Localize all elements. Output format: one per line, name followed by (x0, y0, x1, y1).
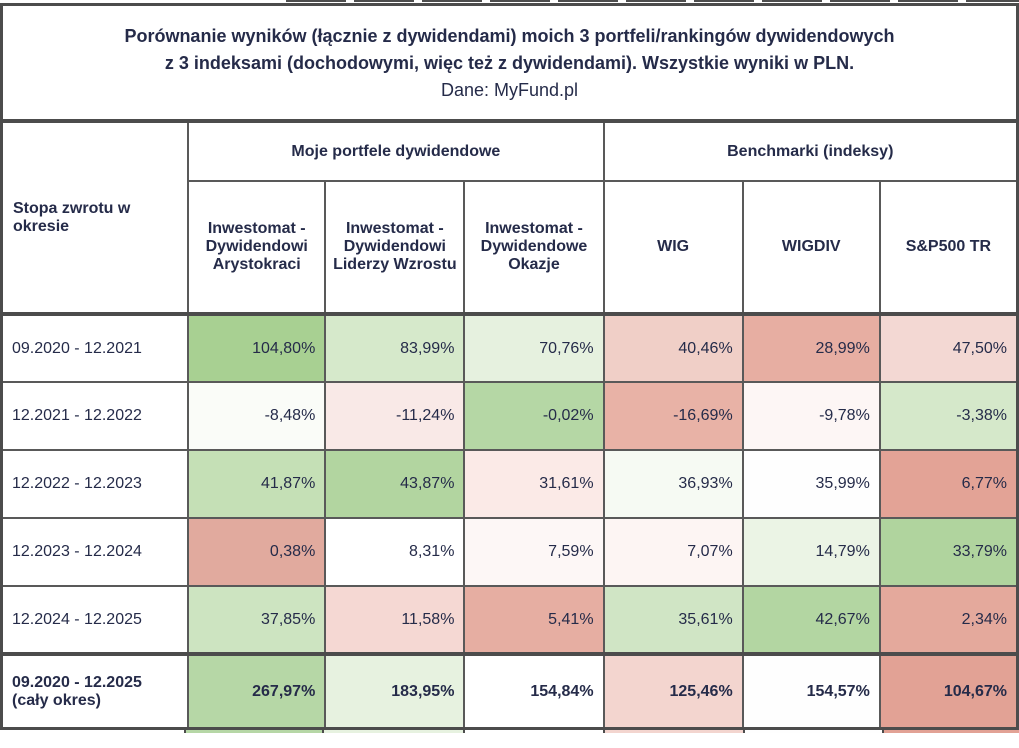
period-label: 09.2020 - 12.2025 (cały okres) (3, 653, 190, 727)
period-label: 12.2023 - 12.2024 (3, 517, 190, 587)
value-cell: 40,46% (602, 313, 744, 383)
cropped-row-sliver-cell (881, 730, 1019, 733)
value-cell: 5,41% (463, 585, 605, 655)
value-cell: 37,85% (187, 585, 327, 655)
cropped-row-sliver-cell (603, 730, 744, 733)
value-cell: 2,34% (878, 585, 1016, 655)
column-header-2: Inwestomat - Dywidendowi Liderzy Wzrostu (324, 180, 466, 315)
cropped-row-sliver-cell (184, 730, 323, 733)
period-label: 12.2021 - 12.2022 (3, 381, 190, 451)
title-line-2: z 3 indeksami (dochodowymi, więc też z d… (164, 53, 855, 73)
value-cell: 0,38% (187, 517, 327, 587)
title-line-1: Porównanie wyników (łącznie z dywidendam… (124, 26, 895, 46)
value-cell: -9,78% (741, 381, 881, 451)
table-row: 12.2024 - 12.2025 37,85% 11,58% 5,41% 35,61%… (3, 585, 1016, 655)
value-cell: 14,79% (741, 517, 881, 587)
value-cell: 28,99% (741, 313, 881, 383)
main-frame: Porównanie wyników (łącznie z dywidendam… (0, 3, 1019, 730)
value-cell: 7,07% (602, 517, 744, 587)
value-cell: 43,87% (324, 449, 466, 519)
table-body: 09.2020 - 12.2021 104,80% 83,99% 70,76% 40,4… (3, 313, 1016, 727)
value-cell: 6,77% (878, 449, 1016, 519)
value-cell: 83,99% (324, 313, 466, 383)
value-cell: 8,31% (324, 517, 466, 587)
value-cell: 41,87% (187, 449, 327, 519)
period-label: 12.2024 - 12.2025 (3, 585, 190, 655)
value-cell: -16,69% (602, 381, 744, 451)
value-cell: 154,84% (463, 653, 605, 727)
table-row: 12.2021 - 12.2022 -8,48% -11,24% -0,02% -16,… (3, 381, 1016, 451)
value-cell: 183,95% (324, 653, 466, 727)
results-table: Stopa zwrotu w okresie Moje portfele dyw… (3, 119, 1016, 727)
value-cell: 31,61% (463, 449, 605, 519)
value-cell: -8,48% (187, 381, 327, 451)
group-header-benchmarks: Benchmarki (indeksy) (602, 121, 1016, 182)
value-cell: 11,58% (324, 585, 466, 655)
table-row: 12.2022 - 12.2023 41,87% 43,87% 31,61% 36,93… (3, 449, 1016, 519)
column-header-1: Inwestomat - Dywidendowi Arystokraci (188, 180, 327, 315)
column-header-4: WIG (602, 180, 744, 315)
group-header-portfolios: Moje portfele dywidendowe (187, 121, 605, 182)
table-row: 09.2020 - 12.2021 104,80% 83,99% 70,76% 40,4… (3, 313, 1016, 383)
cropped-row-sliver-cell (462, 730, 604, 733)
cropped-row-sliver-cell (743, 730, 882, 733)
top-crop-dashes (286, 0, 1019, 2)
total-row: 09.2020 - 12.2025 (cały okres) 267,97% 183… (3, 653, 1016, 727)
cropped-row-sliver-cell (322, 730, 463, 733)
column-header-5: WIGDIV (741, 180, 881, 315)
title-block: Porównanie wyników (łącznie z dywidendam… (3, 6, 1016, 119)
value-cell: 104,67% (878, 653, 1016, 727)
value-cell: 104,80% (187, 313, 327, 383)
value-cell: 35,61% (602, 585, 744, 655)
value-cell: 267,97% (187, 653, 327, 727)
cropped-row-sliver-cell (0, 730, 185, 733)
table-row: 12.2023 - 12.2024 0,38% 8,31% 7,59% 7,07% 14,… (3, 517, 1016, 587)
value-cell: -11,24% (324, 381, 466, 451)
column-header-6: S&P500 TR (878, 180, 1016, 315)
value-cell: 33,79% (878, 517, 1016, 587)
data-source-line: Dane: MyFund.pl (440, 80, 579, 100)
value-cell: 125,46% (602, 653, 744, 727)
value-cell: -0,02% (463, 381, 605, 451)
value-cell: 47,50% (878, 313, 1016, 383)
bottom-crop-sliver (0, 730, 1019, 733)
corner-header: Stopa zwrotu w okresie (3, 121, 190, 315)
table-header: Stopa zwrotu w okresie Moje portfele dyw… (3, 121, 1016, 315)
value-cell: 7,59% (463, 517, 605, 587)
column-header-3: Inwestomat - Dywidendowe Okazje (463, 180, 605, 315)
value-cell: 36,93% (602, 449, 744, 519)
value-cell: -3,38% (878, 381, 1016, 451)
value-cell: 35,99% (741, 449, 881, 519)
value-cell: 154,57% (741, 653, 881, 727)
value-cell: 42,67% (741, 585, 881, 655)
period-label: 09.2020 - 12.2021 (3, 313, 190, 383)
period-label: 12.2022 - 12.2023 (3, 449, 190, 519)
value-cell: 70,76% (463, 313, 605, 383)
